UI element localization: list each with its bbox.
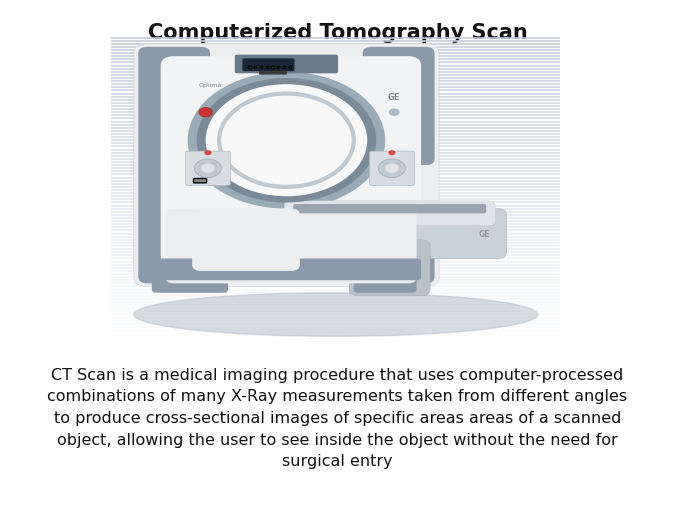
Text: GE: GE [478,230,489,238]
FancyBboxPatch shape [260,67,262,69]
Circle shape [196,79,376,203]
FancyBboxPatch shape [248,67,250,69]
FancyBboxPatch shape [289,67,291,69]
FancyBboxPatch shape [254,67,256,69]
FancyBboxPatch shape [156,259,421,281]
FancyBboxPatch shape [138,48,210,284]
FancyBboxPatch shape [192,209,300,271]
Circle shape [188,73,385,209]
Text: Optima: Optima [198,82,222,87]
Circle shape [201,164,215,174]
Circle shape [389,109,400,117]
Text: GE: GE [388,93,400,102]
Ellipse shape [134,293,538,337]
Circle shape [206,85,367,197]
Circle shape [388,151,396,156]
Circle shape [199,109,213,118]
Text: CT Scan is a medical imaging procedure that uses computer-processed
combinations: CT Scan is a medical imaging procedure t… [47,367,628,468]
FancyBboxPatch shape [194,179,207,183]
FancyBboxPatch shape [354,268,416,293]
FancyBboxPatch shape [242,59,294,72]
Circle shape [205,151,211,156]
FancyBboxPatch shape [134,44,439,287]
FancyBboxPatch shape [152,268,228,293]
FancyBboxPatch shape [277,67,279,69]
FancyBboxPatch shape [235,56,338,74]
Circle shape [194,160,221,178]
FancyBboxPatch shape [362,203,435,284]
FancyBboxPatch shape [259,72,287,75]
Circle shape [385,164,399,174]
FancyBboxPatch shape [271,67,273,69]
FancyBboxPatch shape [362,48,435,166]
FancyBboxPatch shape [284,201,495,226]
FancyBboxPatch shape [349,240,430,296]
Text: Computerized Tomography Scan: Computerized Tomography Scan [148,23,527,43]
FancyBboxPatch shape [369,152,414,186]
FancyBboxPatch shape [273,209,506,259]
FancyBboxPatch shape [165,209,416,284]
FancyBboxPatch shape [161,57,421,275]
FancyBboxPatch shape [265,67,268,69]
FancyBboxPatch shape [283,67,285,69]
Circle shape [379,160,406,178]
FancyBboxPatch shape [186,152,230,186]
FancyBboxPatch shape [293,205,486,214]
